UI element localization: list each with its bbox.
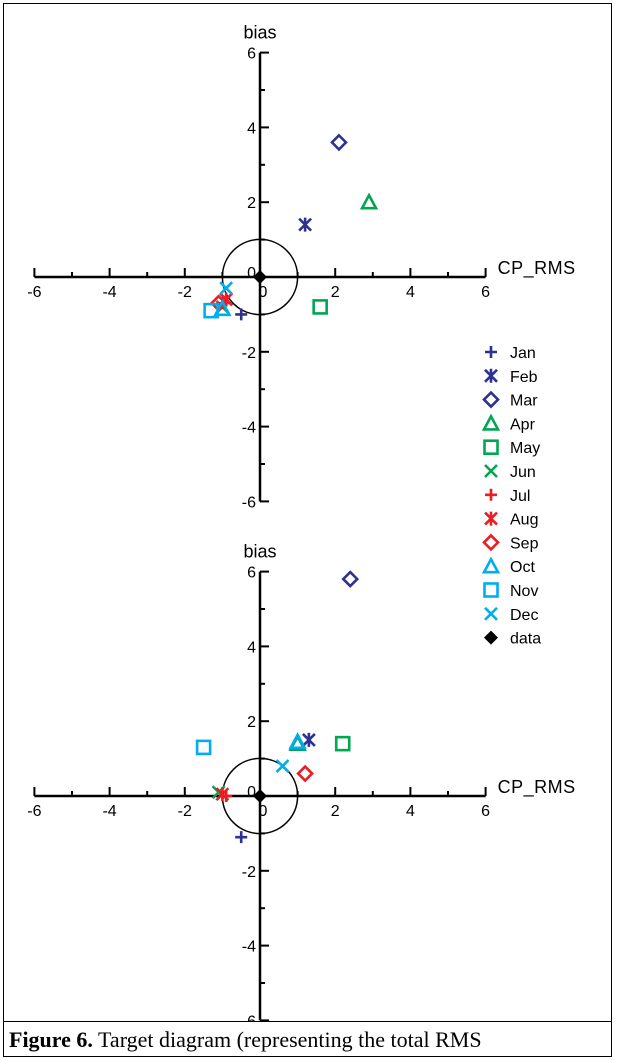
- marker-data: [253, 270, 267, 284]
- legend-marker-mar: [482, 390, 500, 409]
- y-tick-label: 6: [247, 46, 256, 63]
- marker-apr: [359, 192, 379, 210]
- x-tick-label: 6: [481, 803, 490, 820]
- legend-marker-apr: [481, 413, 501, 431]
- x-axis-label: CP_RMS: [498, 258, 576, 279]
- marker-aug: [215, 787, 230, 802]
- caption-text: Target diagram (representing the total R…: [92, 1027, 482, 1052]
- y-tick-label: -4: [242, 939, 256, 956]
- x-tick-label: -2: [178, 284, 192, 301]
- marker-data: [253, 789, 267, 803]
- x-tick-label: 2: [331, 803, 340, 820]
- legend-marker-aug: [484, 511, 498, 526]
- legend-marker-dec: [484, 606, 498, 621]
- marker-nov: [203, 302, 219, 319]
- legend-marker-jun: [484, 464, 498, 478]
- marker-sep: [296, 764, 314, 783]
- x-tick-label: -6: [27, 284, 41, 301]
- y-tick-label: 6: [247, 565, 256, 582]
- y-tick-label: 0: [247, 784, 256, 801]
- target-plot-1: -6 -4 -2 0 2 4 6 6 4 2 -2 -4 -6 0 bias CP_RMS: [27, 23, 575, 512]
- x-tick-label: 6: [481, 284, 490, 301]
- marker-oct: [288, 732, 307, 750]
- marker-mar: [330, 133, 348, 152]
- figure-frame: [3, 3, 612, 1057]
- legend-marker-jul: [485, 488, 497, 501]
- x-tick-label: -2: [178, 803, 192, 820]
- y-axis-label: bias: [243, 23, 276, 43]
- legend-label: Sep: [510, 535, 539, 552]
- y-tick-label: 2: [247, 714, 256, 731]
- x-tick-label: 0: [259, 803, 268, 820]
- legend-marker-jan: [485, 346, 497, 358]
- marker-dec: [219, 281, 234, 296]
- legend-label: Oct: [510, 559, 535, 576]
- legend-label: Nov: [510, 583, 538, 600]
- legend: Jan Feb Mar Apr May Jun Jul Aug Sep Oct Nov Dec data: [481, 345, 541, 648]
- x-tick-label: -6: [27, 803, 41, 820]
- target-plot-2: -6 -4 -2 0 2 4 6 6 4 2 -2 -4 -6 0 bias CP_RMS: [27, 542, 575, 1021]
- y-tick-label: -2: [242, 345, 256, 362]
- reference-circle: [221, 238, 299, 316]
- y-tick-label: -4: [242, 420, 256, 437]
- y-tick-label: -2: [242, 864, 256, 881]
- caption-label: Figure 6.: [9, 1027, 93, 1052]
- legend-label: Jul: [510, 488, 530, 505]
- marker-feb: [298, 217, 313, 232]
- marker-may: [334, 735, 351, 752]
- x-axis-label: CP_RMS: [498, 777, 576, 798]
- marker-dec: [275, 759, 290, 773]
- marker-jan: [235, 831, 248, 844]
- marker-may: [312, 299, 328, 315]
- x-tick-label: 2: [331, 284, 340, 301]
- x-tick-label: -4: [102, 284, 116, 301]
- y-axis-label: bias: [243, 542, 276, 562]
- marker-jan: [235, 308, 248, 321]
- x-tick-label: 4: [406, 803, 415, 820]
- legend-marker-nov: [483, 582, 499, 598]
- legend-label: data: [510, 631, 541, 648]
- legend-marker-may: [483, 439, 499, 456]
- marker-mar: [341, 570, 360, 588]
- y-tick-label: -6: [242, 494, 256, 511]
- y-tick-label: -6: [242, 1013, 256, 1021]
- marker-nov: [195, 739, 212, 756]
- legend-label: Jun: [510, 464, 536, 481]
- legend-marker-sep: [482, 533, 500, 552]
- y-tick-label: 4: [247, 120, 256, 137]
- legend-marker-oct: [481, 556, 501, 574]
- x-tick-label: 0: [259, 284, 268, 301]
- legend-marker-data: [484, 630, 498, 645]
- x-tick-label: 4: [406, 284, 415, 301]
- legend-label: Dec: [510, 607, 538, 624]
- y-tick-label: 2: [247, 195, 256, 212]
- legend-marker-feb: [484, 368, 498, 383]
- legend-label: May: [510, 440, 540, 457]
- x-tick-label: -4: [102, 803, 116, 820]
- y-tick-label: 4: [247, 639, 256, 656]
- legend-label: Mar: [510, 393, 538, 410]
- marker-feb: [301, 732, 316, 747]
- legend-label: Feb: [510, 369, 538, 386]
- legend-label: Apr: [510, 416, 536, 433]
- legend-label: Jan: [510, 345, 536, 362]
- y-tick-label: 0: [247, 265, 256, 282]
- figure-caption: Figure 6. Target diagram (representing t…: [3, 1021, 612, 1057]
- legend-label: Aug: [510, 512, 538, 529]
- target-diagram-plots: -6 -4 -2 0 2 4 6 6 4 2 -2 -4 -6 0 bias CP_RMS -6 -4 -2 0 2 4 6…: [27, 23, 575, 1021]
